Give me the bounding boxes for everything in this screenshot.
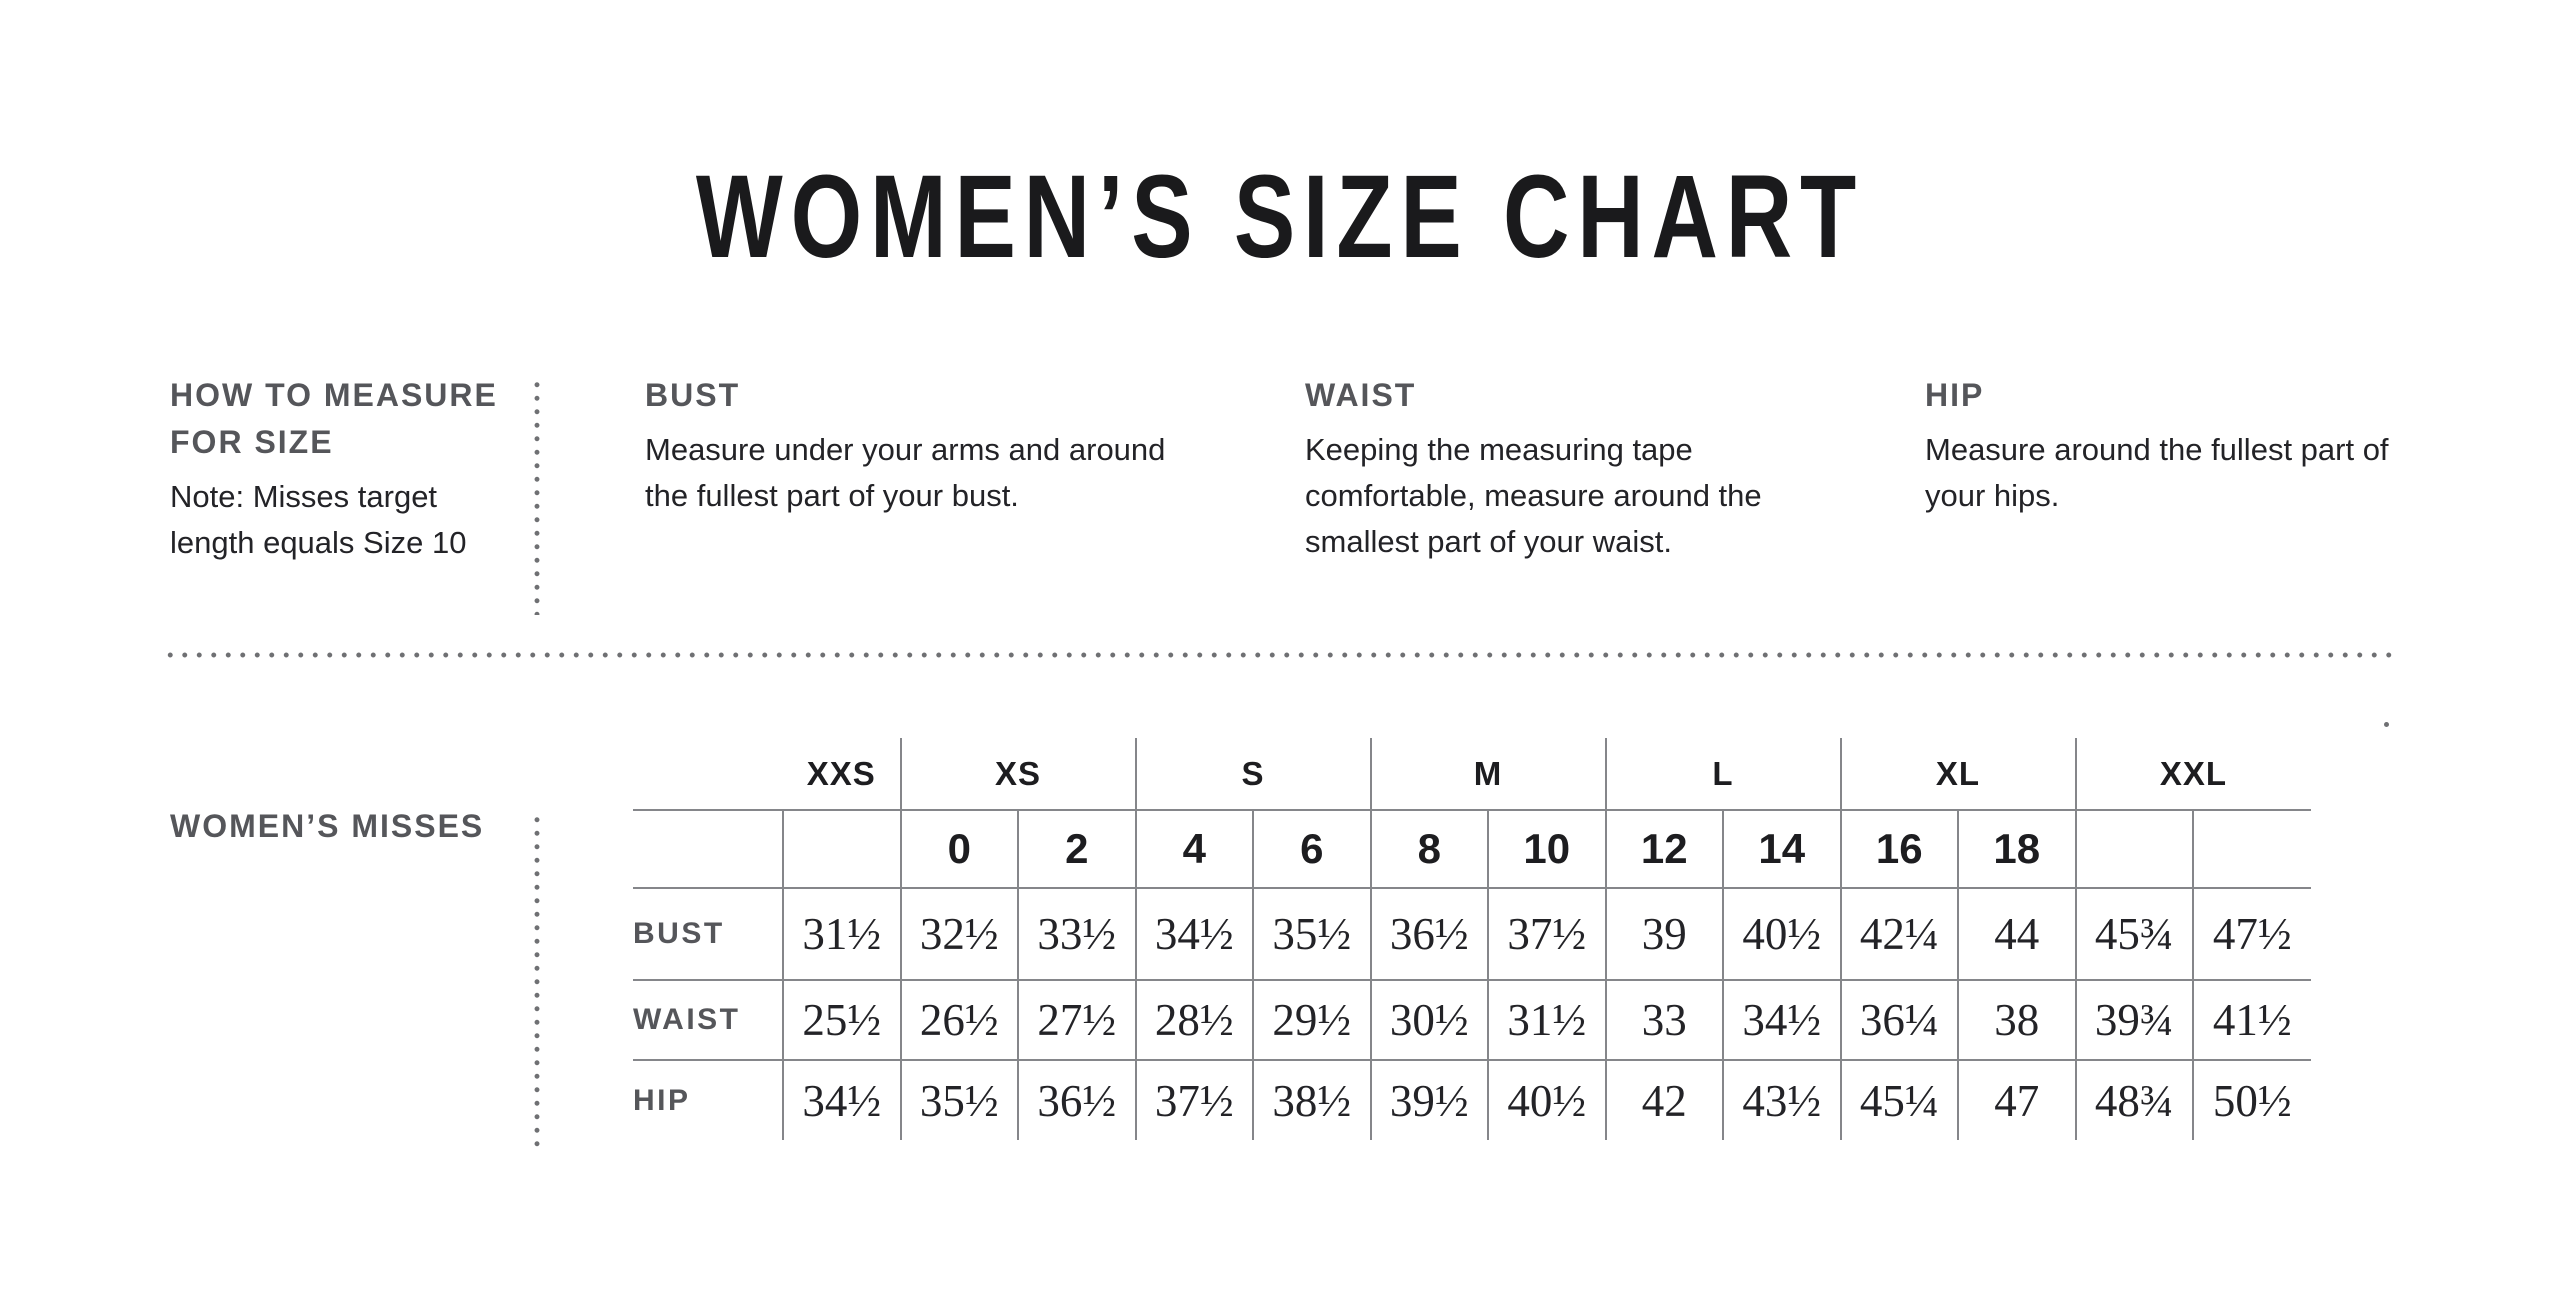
how-to-measure-section: HOW TO MEASURE FOR SIZE Note: Misses tar… [170, 372, 500, 566]
stray-dot [2384, 722, 2389, 727]
guide-bust: BUST Measure under your arms and around … [645, 372, 1170, 519]
numeric-size-cell [782, 810, 901, 889]
numeric-size-cell: 12 [1604, 810, 1723, 889]
size-table: XXS XS S M L XL XXL 0 2 4 6 8 10 12 14 16 18 BUST 31½ 32½ 3… [633, 738, 2311, 1140]
measurement-cell: 31½ [782, 888, 901, 981]
measurement-cell: 34½ [1134, 888, 1253, 981]
table-corner-cell [633, 738, 783, 811]
numeric-size-cell: 0 [899, 810, 1018, 889]
size-group-header-xxs: XXS [783, 738, 901, 811]
horizontal-dotted-divider [163, 652, 2396, 658]
measurement-row-label: HIP [633, 1083, 691, 1117]
guide-hip-label: HIP [1925, 377, 1985, 413]
measurement-cell: 38½ [1252, 1060, 1371, 1140]
size-group-header-xs: XS [899, 738, 1136, 811]
numeric-size-cell: 4 [1134, 810, 1253, 889]
numeric-size-cell: 10 [1487, 810, 1606, 889]
measurement-cell: 36½ [1369, 888, 1488, 981]
measurement-cell: 34½ [782, 1060, 901, 1140]
measurement-cell: 36½ [1017, 1060, 1136, 1140]
measurement-cell: 47 [1957, 1060, 2076, 1140]
how-to-measure-note: Note: Misses target length equals Size 1… [170, 479, 467, 560]
size-group-header-m: M [1369, 738, 1606, 811]
numeric-size-cell: 8 [1369, 810, 1488, 889]
measurement-cell: 36¼ [1839, 980, 1958, 1061]
misses-section-label: WOMEN’S MISSES [170, 808, 485, 844]
measurement-cell: 42¼ [1839, 888, 1958, 981]
measurement-cell: 45¾ [2074, 888, 2193, 981]
measurement-row-bust: BUST 31½ 32½ 33½ 34½ 35½ 36½ 37½ 39 40½ 42¼ 44 45¾ 47… [633, 888, 2311, 981]
measurement-cell: 47½ [2192, 888, 2311, 981]
numeric-size-cell [2192, 810, 2311, 889]
measurement-cell: 32½ [899, 888, 1018, 981]
numeric-size-row: 0 2 4 6 8 10 12 14 16 18 [633, 810, 2311, 889]
measurement-cell: 25½ [782, 980, 901, 1061]
guide-waist-label: WAIST [1305, 377, 1417, 413]
measurement-cell: 40½ [1722, 888, 1841, 981]
measurement-row-hip: HIP 34½ 35½ 36½ 37½ 38½ 39½ 40½ 42 43½ 45¼ 47 48¾ 50½ [633, 1060, 2311, 1140]
measurement-cell: 50½ [2192, 1060, 2311, 1140]
measurement-cell: 31½ [1487, 980, 1606, 1061]
measurement-cell: 39¾ [2074, 980, 2193, 1061]
measurement-cell: 37½ [1487, 888, 1606, 981]
numeric-size-cell: 2 [1017, 810, 1136, 889]
guide-hip-description: Measure around the fullest part of your … [1925, 432, 2389, 513]
guide-hip: HIP Measure around the fullest part of y… [1925, 372, 2395, 519]
measurement-cell: 44 [1957, 888, 2076, 981]
measurement-cell: 30½ [1369, 980, 1488, 1061]
measurement-cell: 33½ [1017, 888, 1136, 981]
size-table-head: XXS XS S M L XL XXL 0 2 4 6 8 10 12 14 16 18 [633, 738, 2311, 889]
measurement-cell: 35½ [899, 1060, 1018, 1140]
numeric-row-label-cell [633, 810, 783, 889]
vertical-dotted-divider [534, 378, 540, 615]
measurement-cell: 39 [1604, 888, 1723, 981]
measurement-cell: 43½ [1722, 1060, 1841, 1140]
guide-bust-label: BUST [645, 377, 741, 413]
measurement-cell: 27½ [1017, 980, 1136, 1061]
measurement-cell: 26½ [899, 980, 1018, 1061]
measurement-row-label: BUST [633, 888, 783, 981]
numeric-size-cell: 14 [1722, 810, 1841, 889]
size-group-header-xl: XL [1839, 738, 2076, 811]
measurement-cell: 42 [1604, 1060, 1723, 1140]
vertical-dotted-divider-misses [534, 813, 540, 1153]
guide-waist-description: Keeping the measuring tape comfortable, … [1305, 432, 1762, 559]
size-group-header-l: L [1604, 738, 1841, 811]
measurement-row-label: WAIST [633, 980, 783, 1061]
measurement-cell: 40½ [1487, 1060, 1606, 1140]
size-group-header-s: S [1134, 738, 1371, 811]
guide-waist: WAIST Keeping the measuring tape comfort… [1305, 372, 1775, 565]
size-table-body: BUST 31½ 32½ 33½ 34½ 35½ 36½ 37½ 39 40½ 42¼ 44 45¾ 47… [633, 888, 2311, 1140]
measurement-cell: 33 [1604, 980, 1723, 1061]
numeric-size-cell [2074, 810, 2193, 889]
measurement-cell: 38 [1957, 980, 2076, 1061]
numeric-size-cell: 16 [1839, 810, 1958, 889]
measurement-cell: 29½ [1252, 980, 1371, 1061]
measurement-cell: 34½ [1722, 980, 1841, 1061]
measurement-cell: 41½ [2192, 980, 2311, 1061]
size-group-header-xxl: XXL [2074, 738, 2311, 811]
guide-bust-description: Measure under your arms and around the f… [645, 432, 1166, 513]
page-title: WOMEN’S SIZE CHART [695, 151, 1865, 283]
measurement-cell: 28½ [1134, 980, 1253, 1061]
measurement-cell: 39½ [1369, 1060, 1488, 1140]
numeric-size-cell: 6 [1252, 810, 1371, 889]
measurement-cell: 37½ [1134, 1060, 1253, 1140]
measurement-cell: 48¾ [2074, 1060, 2193, 1140]
measurement-cell: 45¼ [1839, 1060, 1958, 1140]
measurement-cell: 35½ [1252, 888, 1371, 981]
numeric-size-cell: 18 [1957, 810, 2076, 889]
size-group-header-row: XXS XS S M L XL XXL [633, 738, 2311, 811]
measurement-row-waist: WAIST 25½ 26½ 27½ 28½ 29½ 30½ 31½ 33 34½ 36¼ 38 39¾ 4… [633, 980, 2311, 1061]
how-to-measure-heading: HOW TO MEASURE FOR SIZE [170, 377, 498, 460]
